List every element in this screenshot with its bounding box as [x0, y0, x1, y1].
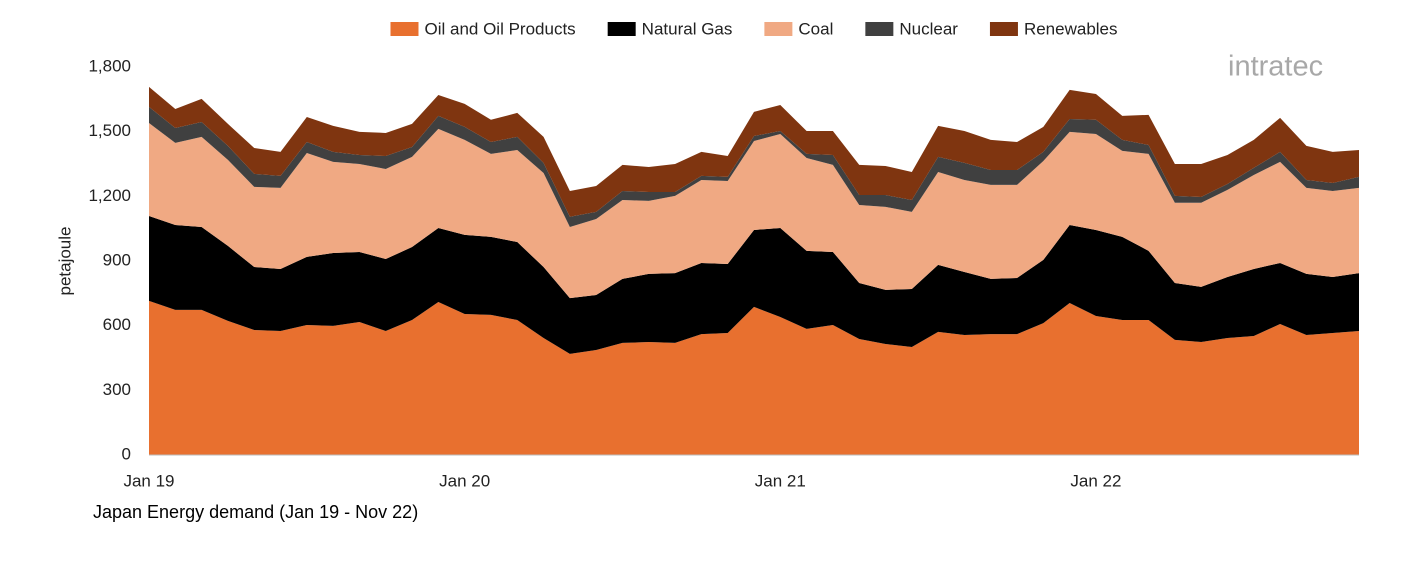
- chart-title: Japan Energy demand (Jan 19 - Nov 22): [93, 502, 418, 522]
- legend-label: Oil and Oil Products: [424, 19, 575, 38]
- y-tick-label: 600: [103, 315, 131, 334]
- legend-label: Coal: [798, 19, 833, 38]
- legend-swatch: [764, 22, 793, 36]
- logo: intratec: [1228, 51, 1323, 83]
- y-tick-label: 900: [103, 250, 131, 269]
- y-tick-label: 300: [103, 380, 131, 399]
- area: [149, 215, 1359, 354]
- legend-label: Natural Gas: [642, 19, 733, 38]
- x-tick-label: Jan 19: [123, 471, 174, 490]
- y-tick-label: 0: [122, 444, 131, 463]
- x-tick-label: Jan 22: [1070, 471, 1121, 490]
- legend-label: Nuclear: [899, 19, 958, 38]
- legend-item: Coal: [764, 19, 833, 38]
- legend-item: Oil and Oil Products: [390, 19, 576, 38]
- y-tick-label: 1,500: [88, 121, 131, 140]
- y-tick-label: 1,200: [88, 186, 131, 205]
- legend-swatch: [607, 22, 636, 36]
- legend: Oil and Oil Products Natural Gas Coal Nucle…: [390, 19, 1118, 38]
- area: [149, 86, 1359, 217]
- y-axis-label: petajoule: [55, 226, 74, 295]
- legend-item: Natural Gas: [607, 19, 733, 38]
- x-tick-label: Jan 21: [755, 471, 806, 490]
- legend-swatch: [390, 22, 419, 36]
- area: [149, 300, 1359, 455]
- legend-swatch: [865, 22, 894, 36]
- area: [149, 123, 1359, 299]
- y-tick-label: 1,800: [88, 56, 131, 75]
- legend-swatch: [989, 22, 1018, 36]
- area: [149, 106, 1359, 227]
- legend-item: Renewables: [989, 19, 1118, 38]
- legend-label: Renewables: [1024, 19, 1118, 38]
- legend-item: Nuclear: [865, 19, 958, 38]
- x-tick-label: Jan 20: [439, 471, 490, 490]
